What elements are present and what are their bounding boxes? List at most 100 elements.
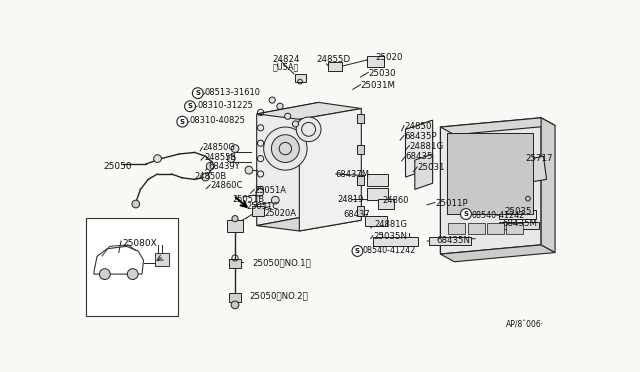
Bar [227, 220, 243, 232]
Polygon shape [440, 245, 555, 262]
Text: 25080X: 25080X [123, 239, 157, 248]
Bar [447, 133, 533, 214]
Text: 68437M: 68437M [336, 170, 370, 179]
Circle shape [264, 127, 307, 170]
Circle shape [202, 173, 209, 181]
Text: 25051C: 25051C [246, 202, 279, 212]
Text: 25020A: 25020A [264, 209, 296, 218]
Circle shape [231, 301, 239, 309]
Polygon shape [300, 109, 362, 231]
Bar [328, 62, 342, 71]
Circle shape [127, 269, 138, 279]
Polygon shape [541, 118, 555, 253]
Text: 25031M: 25031M [360, 81, 396, 90]
Bar [429, 237, 472, 245]
Bar [229, 293, 241, 302]
Text: 08540-41242: 08540-41242 [472, 211, 525, 220]
Bar [448, 223, 465, 234]
Bar [358, 206, 364, 216]
Text: 08310-31225: 08310-31225 [197, 101, 253, 110]
Bar [365, 216, 387, 226]
Text: 24881G: 24881G [374, 220, 408, 229]
Text: 25011P: 25011P [435, 199, 468, 208]
Bar [252, 206, 264, 216]
Bar [358, 176, 364, 185]
Bar [155, 253, 169, 266]
Text: 24855D: 24855D [316, 55, 351, 64]
Text: 24860: 24860 [382, 196, 409, 205]
Bar [499, 222, 539, 230]
Polygon shape [257, 214, 362, 231]
Text: 〈USA〉: 〈USA〉 [272, 62, 298, 71]
Circle shape [352, 246, 363, 256]
Text: 68439Y: 68439Y [209, 163, 240, 171]
Circle shape [184, 101, 195, 112]
Bar [487, 223, 504, 234]
Bar [367, 188, 388, 200]
Text: 68435: 68435 [406, 153, 433, 161]
Text: 25050: 25050 [103, 162, 132, 171]
Circle shape [256, 189, 264, 196]
Circle shape [154, 155, 161, 163]
Polygon shape [522, 156, 547, 183]
Polygon shape [440, 118, 541, 254]
Text: 24850G: 24850G [202, 143, 236, 152]
Bar [358, 145, 364, 154]
Text: 24855B: 24855B [204, 153, 236, 162]
Text: 68435M: 68435M [502, 219, 538, 228]
Text: 24824: 24824 [272, 55, 300, 64]
Text: 25051B: 25051B [232, 195, 264, 204]
Bar [296, 74, 307, 81]
Circle shape [271, 196, 279, 204]
Circle shape [245, 166, 253, 174]
Text: 08513-31610: 08513-31610 [205, 88, 260, 97]
Circle shape [227, 155, 235, 163]
Circle shape [232, 216, 238, 222]
Circle shape [285, 113, 291, 119]
Text: 68437: 68437 [344, 210, 371, 219]
Text: 24819: 24819 [337, 195, 364, 204]
Text: S: S [195, 90, 200, 96]
Text: 25020: 25020 [375, 53, 403, 62]
Polygon shape [406, 120, 433, 177]
Circle shape [271, 135, 300, 163]
Bar [378, 199, 394, 209]
Circle shape [206, 163, 214, 170]
Bar [367, 174, 388, 186]
Text: 25030: 25030 [368, 68, 396, 77]
Circle shape [277, 103, 283, 109]
Text: 24881G: 24881G [410, 142, 444, 151]
Text: 25031: 25031 [417, 163, 445, 172]
Circle shape [231, 145, 239, 153]
Text: 24860C: 24860C [210, 181, 243, 190]
Text: 08540-41242: 08540-41242 [363, 246, 416, 256]
Text: 25035: 25035 [505, 207, 532, 216]
Circle shape [99, 269, 110, 279]
Circle shape [461, 209, 472, 219]
Text: 68435N: 68435N [436, 235, 470, 245]
Polygon shape [257, 102, 362, 119]
Text: S: S [355, 248, 360, 254]
Circle shape [177, 116, 188, 127]
Circle shape [193, 88, 204, 99]
Bar [467, 223, 484, 234]
Bar [506, 223, 524, 234]
Text: 25051A: 25051A [254, 186, 286, 195]
Text: S: S [180, 119, 185, 125]
Text: 25050〈NO.2〉: 25050〈NO.2〉 [249, 291, 308, 300]
Text: 68435P: 68435P [404, 132, 436, 141]
Text: AP/8ˆ006·: AP/8ˆ006· [506, 320, 545, 329]
Text: 08310-40825: 08310-40825 [189, 116, 245, 125]
Circle shape [132, 200, 140, 208]
Bar [367, 56, 384, 67]
Bar [86, 218, 178, 317]
Text: 25035N: 25035N [373, 232, 407, 241]
Polygon shape [415, 154, 433, 189]
Text: 24850: 24850 [404, 122, 431, 131]
Bar [229, 259, 241, 268]
Circle shape [292, 121, 298, 127]
Text: 25050〈NO.1〉: 25050〈NO.1〉 [252, 258, 311, 267]
Text: S: S [463, 211, 468, 217]
Circle shape [296, 117, 321, 142]
Bar [499, 210, 536, 219]
